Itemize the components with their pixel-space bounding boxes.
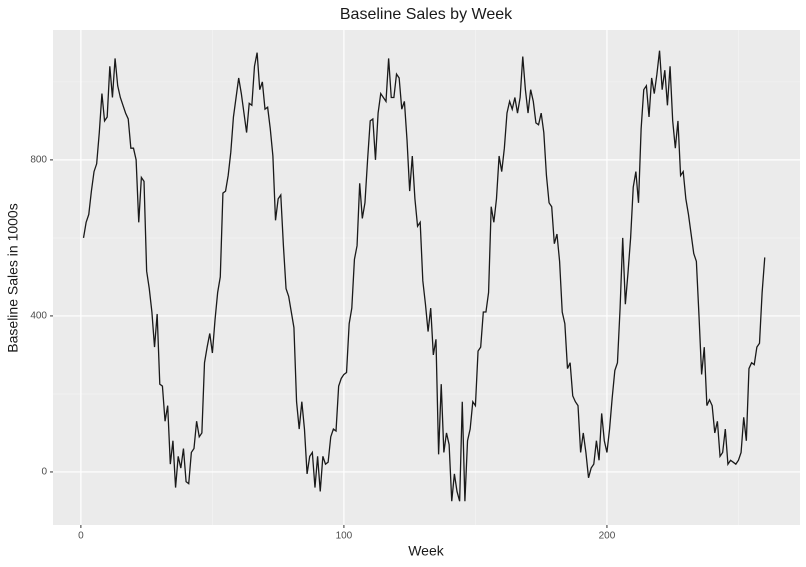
y-tick-label: 0 [41, 467, 47, 478]
y-tick-label: 400 [30, 311, 47, 322]
line [82, 50, 766, 502]
y-tick-label: 800 [30, 155, 47, 166]
x-tick-label: 200 [599, 531, 616, 542]
panel [53, 30, 800, 525]
x-tick-label: 0 [78, 531, 84, 542]
x-axis-label: Week [408, 543, 445, 559]
y-axis-label: Baseline Sales in 1000s [5, 203, 21, 352]
x-tick-label: 100 [336, 531, 353, 542]
chart-title: Baseline Sales by Week [340, 6, 513, 23]
